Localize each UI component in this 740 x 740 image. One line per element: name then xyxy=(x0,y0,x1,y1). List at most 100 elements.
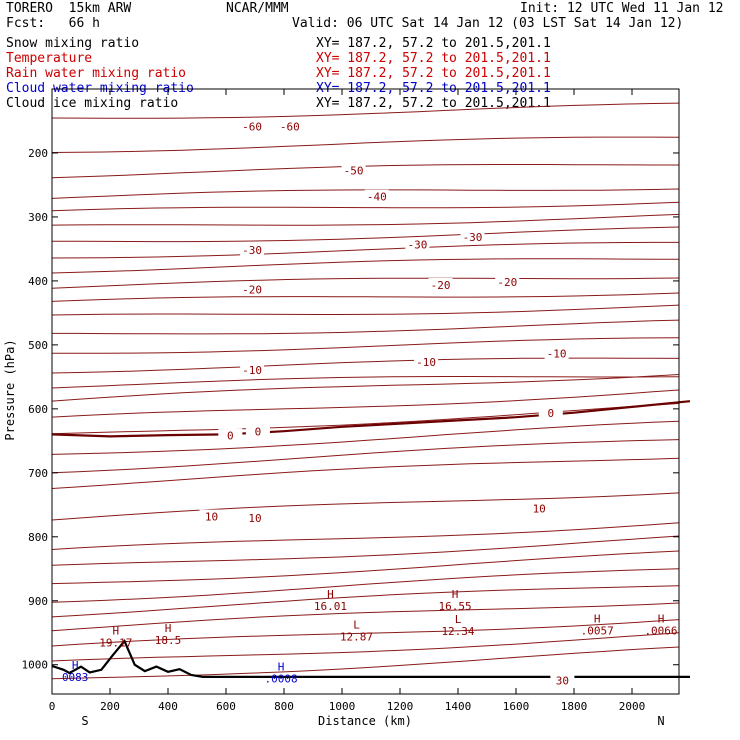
extremum-symbol: L xyxy=(455,613,462,626)
init-time: Init: 12 UTC Wed 11 Jan 12 xyxy=(520,1,724,16)
x-tick-label: 1800 xyxy=(561,700,588,713)
isotherm-label: 30 xyxy=(556,674,569,687)
extremum-value: .0057 xyxy=(581,625,614,638)
x-tick-label: 1400 xyxy=(445,700,472,713)
isotherm-line xyxy=(52,337,680,354)
extremum-value: .0008 xyxy=(265,672,298,685)
legend-snow-xy: XY= 187.2, 57.2 to 201.5,201.1 xyxy=(316,36,551,51)
extremum-value: 16.01 xyxy=(314,600,347,613)
x-tick-label: 1000 xyxy=(329,700,356,713)
isotherm-label: -30 xyxy=(463,231,483,244)
isotherm-label-bg xyxy=(240,282,265,296)
extremum-value: .0066 xyxy=(644,625,677,638)
x-tick-label: 1200 xyxy=(387,700,414,713)
isotherm-line xyxy=(51,213,680,226)
x-axis-label: Distance (km) xyxy=(318,714,412,728)
valid-time: Valid: 06 UTC Sat 14 Jan 12 (03 LST Sat … xyxy=(292,16,684,31)
isotherm-label: -50 xyxy=(344,165,364,178)
extremum-value: 16.55 xyxy=(439,600,472,613)
isotherm-line xyxy=(51,136,680,153)
isotherm-line xyxy=(51,457,680,489)
isotherm-line xyxy=(51,376,680,389)
y-tick-label: 300 xyxy=(28,211,48,224)
legend-temperature-label: Temperature xyxy=(6,51,93,66)
isotherm-label-bg xyxy=(277,119,302,133)
isotherm-line xyxy=(51,403,680,435)
extremum-value: 0083 xyxy=(62,671,89,684)
isotherm-line xyxy=(51,389,680,418)
legend-temperature-xy: XY= 187.2, 57.2 to 201.5,201.1 xyxy=(316,51,551,66)
y-tick-label: 600 xyxy=(28,403,48,416)
isotherm-line xyxy=(52,319,680,335)
legend-rain-label: Rain water mixing ratio xyxy=(6,66,187,81)
isotherm-label-bg xyxy=(218,428,243,442)
isotherm-label-bg xyxy=(428,278,453,292)
isotherm-label: 0 xyxy=(255,426,262,439)
extremum-symbol: H xyxy=(72,659,79,672)
isotherm-label-bg xyxy=(414,354,439,368)
isotherm-label: -20 xyxy=(497,276,517,289)
plot-frame xyxy=(51,88,680,695)
x-tick-label: 0 xyxy=(49,700,56,713)
isotherm-label: -40 xyxy=(367,191,387,204)
isotherm-label-bg xyxy=(460,230,485,244)
x-tick-label: 400 xyxy=(158,700,178,713)
isotherm-label-bg xyxy=(527,501,552,515)
chart-marks: -60 -60 -50-40 -30 -30 -30 -20 -20 -20 -10 -10 -10 0… xyxy=(62,119,678,687)
y-tick-label: 800 xyxy=(28,531,48,544)
isotherm-label: -60 xyxy=(242,120,262,133)
extremum-symbol: H xyxy=(165,622,172,635)
legend-snow-label: Snow mixing ratio xyxy=(6,36,140,51)
isotherm-label: -20 xyxy=(431,279,451,292)
isotherm-label-bg xyxy=(240,119,265,133)
isotherm-label-bg xyxy=(243,510,267,524)
extremum-symbol: H xyxy=(658,613,665,626)
extremum-symbol: L xyxy=(353,618,360,631)
isotherm-label: 10 xyxy=(533,502,546,515)
terrain-line xyxy=(51,639,690,678)
isotherm-label: -30 xyxy=(242,244,262,257)
extremum-value: 18.5 xyxy=(155,634,182,647)
isotherm-line xyxy=(51,420,680,455)
isotherm-label: -60 xyxy=(280,120,300,133)
isotherm-line xyxy=(51,304,680,316)
legend-cloud-ice-label: Cloud ice mixing ratio xyxy=(6,96,179,111)
isotherm-label: 0 xyxy=(227,429,234,442)
isotherm-line xyxy=(51,241,679,259)
isotherm-line xyxy=(51,258,680,274)
isotherm-label: -30 xyxy=(407,239,427,252)
freezing-level-line xyxy=(51,400,691,438)
isotherm-label-bg xyxy=(240,242,265,256)
isotherm-label-bg xyxy=(364,189,389,203)
isotherm-line xyxy=(51,550,680,585)
y-tick-label: 200 xyxy=(28,147,48,160)
isotherm-line xyxy=(51,585,680,618)
x-tick-label: 2000 xyxy=(619,700,646,713)
isotherm-label: 10 xyxy=(205,511,218,524)
isotherm-line xyxy=(51,602,680,632)
y-tick-label: 400 xyxy=(28,275,48,288)
x-tick-label: 800 xyxy=(274,700,294,713)
isotherm-line xyxy=(51,357,680,374)
isotherm-label: 0 xyxy=(547,407,554,420)
y-axis-label: Pressure (hPa) xyxy=(3,339,17,440)
isotherm-line xyxy=(51,102,680,119)
extremum-symbol: H xyxy=(594,613,601,626)
isotherm-label: -10 xyxy=(547,347,567,360)
isotherm-line xyxy=(51,535,680,566)
isotherm-label-bg xyxy=(245,424,270,438)
x-axis: 0 200 400 600 800 1000 1200 1400 1600 1800 2000 xyxy=(49,89,646,713)
isotherm-line xyxy=(51,632,680,662)
isotherm-line xyxy=(51,646,680,680)
isotherm-line xyxy=(51,619,680,647)
y-tick-label: 900 xyxy=(28,595,48,608)
isotherm-line xyxy=(51,492,680,521)
extremum-value: 12.34 xyxy=(441,625,474,638)
extremum-symbol: H xyxy=(452,588,459,601)
x-tick-label: 1600 xyxy=(503,700,530,713)
x-tick-label: 200 xyxy=(100,700,120,713)
south-end-label: S xyxy=(81,714,88,728)
isotherm-label-bg xyxy=(495,274,520,288)
y-tick-label: 1000 xyxy=(22,659,49,672)
